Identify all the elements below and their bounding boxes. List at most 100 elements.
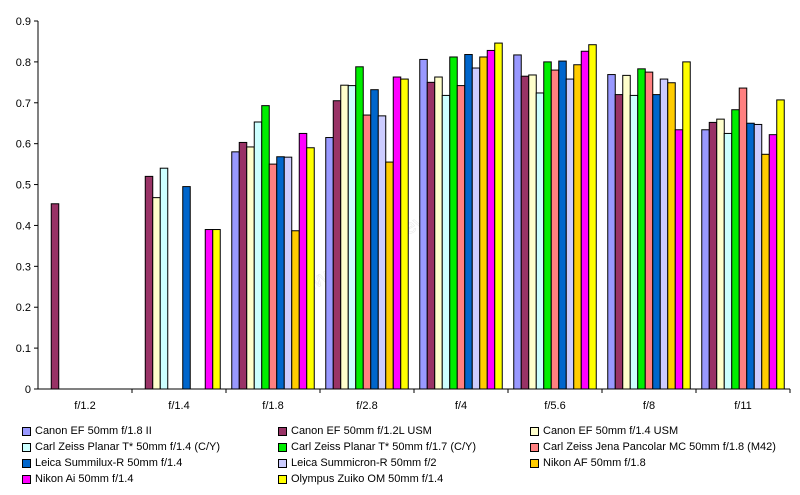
- x-tick-label: f/5.6: [544, 400, 565, 412]
- bar: [385, 161, 394, 390]
- x-tick-label: f/8: [643, 400, 655, 412]
- bar: [347, 85, 357, 390]
- legend-item: Carl Zeiss Planar T* 50mm f/1.4 (C/Y): [22, 441, 220, 453]
- bar: [246, 146, 255, 390]
- bar: [231, 151, 240, 390]
- bar: [441, 94, 451, 390]
- bar: [325, 137, 334, 390]
- bar: [652, 94, 661, 390]
- y-tick-label: 0.9: [16, 16, 31, 28]
- legend-label: Nikon Ai 50mm f/1.4: [35, 473, 134, 485]
- bar: [159, 167, 169, 390]
- bar: [182, 186, 191, 390]
- x-tick-label: f/2.8: [356, 400, 377, 412]
- bar: [565, 78, 575, 390]
- bar: [144, 175, 154, 390]
- bar: [558, 60, 567, 390]
- bar: [614, 94, 624, 390]
- y-tick-label: 0.4: [16, 220, 31, 232]
- legend-label: Nikon AF 50mm f/1.8: [543, 457, 646, 469]
- bar: [370, 89, 379, 390]
- bar: [212, 229, 221, 390]
- legend-label: Olympus Zuiko OM 50mm f/1.4: [291, 473, 444, 485]
- bar: [261, 105, 270, 390]
- bar: [528, 74, 537, 390]
- bar: [768, 134, 778, 390]
- bar: [332, 100, 342, 390]
- bar: [607, 74, 616, 390]
- bar: [238, 141, 248, 390]
- bar: [723, 132, 733, 390]
- bar: [701, 129, 710, 390]
- bar: [377, 115, 387, 390]
- bar: [486, 49, 496, 390]
- bar: [291, 230, 300, 390]
- bar: [456, 85, 466, 390]
- legend-item: Canon EF 50mm f/1.2L USM: [278, 425, 432, 437]
- legend-swatch: [278, 458, 287, 468]
- bar: [152, 197, 161, 390]
- bar: [682, 61, 691, 390]
- bar: [426, 81, 436, 390]
- legend-item: Nikon AF 50mm f/1.8: [530, 457, 646, 469]
- bar: [355, 66, 364, 390]
- legend-item: Canon EF 50mm f/1.8 II: [22, 425, 152, 437]
- y-tick-label: 0.8: [16, 57, 31, 69]
- x-tick-label: f/4: [455, 400, 467, 412]
- legend-item: Leica Summilux-R 50mm f/1.4: [22, 457, 182, 469]
- x-tick-label: f/1.8: [262, 400, 283, 412]
- bar: [659, 78, 669, 390]
- bar: [667, 82, 676, 390]
- legend-swatch: [530, 426, 539, 436]
- bar: [761, 153, 770, 390]
- bar: [464, 54, 473, 390]
- bar: [644, 71, 654, 390]
- legend-swatch: [278, 442, 287, 452]
- legend-item: Carl Zeiss Jena Pancolar MC 50mm f/1.8 (…: [530, 441, 776, 453]
- legend-label: Carl Zeiss Jena Pancolar MC 50mm f/1.8 (…: [543, 441, 776, 453]
- bar: [400, 78, 409, 390]
- bar: [268, 163, 278, 390]
- bar: [392, 76, 402, 390]
- bar: [746, 122, 755, 390]
- legend-swatch: [530, 442, 539, 452]
- x-tick-label: f/1.4: [168, 400, 189, 412]
- bar: [708, 121, 718, 390]
- bar: [550, 69, 560, 390]
- bar: [580, 50, 590, 390]
- y-tick-label: 0.6: [16, 139, 31, 151]
- legend-item: Nikon Ai 50mm f/1.4: [22, 473, 133, 485]
- bar: [637, 68, 646, 390]
- bar: [622, 74, 631, 390]
- legend-label: Carl Zeiss Planar T* 50mm f/1.7 (C/Y): [291, 441, 477, 453]
- legend-label: Leica Summilux-R 50mm f/1.4: [35, 457, 183, 469]
- legend-swatch: [22, 458, 31, 468]
- bar: [362, 114, 372, 390]
- bar: [419, 58, 428, 390]
- legend-swatch: [22, 474, 31, 484]
- legend-label: Canon EF 50mm f/1.4 USM: [543, 425, 679, 437]
- bar: [306, 147, 315, 390]
- legend-swatch: [22, 442, 31, 452]
- y-tick-label: 0: [25, 384, 31, 396]
- legend-swatch: [22, 426, 31, 436]
- bar: [573, 64, 582, 390]
- x-tick-label: f/1.2: [74, 400, 95, 412]
- legend-label: Carl Zeiss Planar T* 50mm f/1.4 (C/Y): [35, 441, 221, 453]
- legend-item: Olympus Zuiko OM 50mm f/1.4: [278, 473, 443, 485]
- y-tick-label: 0.3: [16, 261, 31, 273]
- bar: [434, 76, 443, 390]
- legend-item: Leica Summicron-R 50mm f/2: [278, 457, 437, 469]
- legend-label: Canon EF 50mm f/1.8 II: [35, 425, 152, 437]
- bar: [276, 156, 285, 390]
- x-tick-label: f/11: [734, 400, 752, 412]
- bar: [629, 94, 639, 390]
- legend-swatch: [530, 458, 539, 468]
- bar: [449, 56, 458, 390]
- bar: [716, 118, 725, 390]
- bar: [340, 84, 349, 390]
- legend-swatch: [278, 474, 287, 484]
- bar: [298, 132, 308, 390]
- legend-item: Canon EF 50mm f/1.4 USM: [530, 425, 678, 437]
